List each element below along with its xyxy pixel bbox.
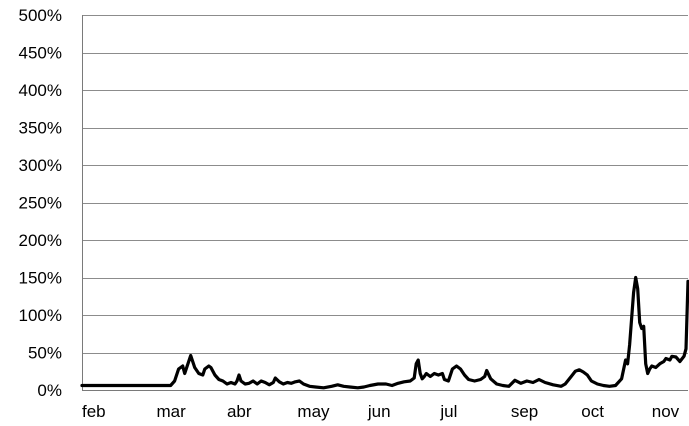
y-tick-label: 0% bbox=[37, 381, 62, 400]
x-tick-label: jun bbox=[367, 402, 391, 421]
x-tick-label: abr bbox=[227, 402, 252, 421]
y-tick-label: 200% bbox=[19, 231, 62, 250]
series-line-0 bbox=[80, 275, 689, 390]
y-tick-label: 150% bbox=[19, 269, 62, 288]
x-tick-label: jul bbox=[439, 402, 457, 421]
x-tick-label: feb bbox=[82, 402, 106, 421]
x-axis-tick-labels: feb mar abr may jun jul sep oct nov bbox=[82, 402, 680, 421]
x-tick-label: may bbox=[297, 402, 330, 421]
x-tick-label: oct bbox=[581, 402, 604, 421]
x-tick-label: sep bbox=[511, 402, 538, 421]
y-tick-label: 50% bbox=[28, 344, 62, 363]
horizontal-gridlines bbox=[82, 15, 688, 354]
y-tick-label: 100% bbox=[19, 306, 62, 325]
y-tick-label: 350% bbox=[19, 119, 62, 138]
x-tick-label: mar bbox=[156, 402, 186, 421]
x-tick-label: nov bbox=[652, 402, 680, 421]
chart-axes bbox=[82, 15, 688, 391]
y-tick-label: 250% bbox=[19, 194, 62, 213]
y-tick-label: 500% bbox=[19, 6, 62, 25]
series-layer bbox=[80, 275, 689, 390]
y-axis-tick-labels: 0% 50% 100% 150% 200% 250% 300% 350% 400% 450% 500… bbox=[19, 6, 62, 400]
y-tick-label: 300% bbox=[19, 156, 62, 175]
y-tick-label: 400% bbox=[19, 81, 62, 100]
y-tick-label: 450% bbox=[19, 44, 62, 63]
